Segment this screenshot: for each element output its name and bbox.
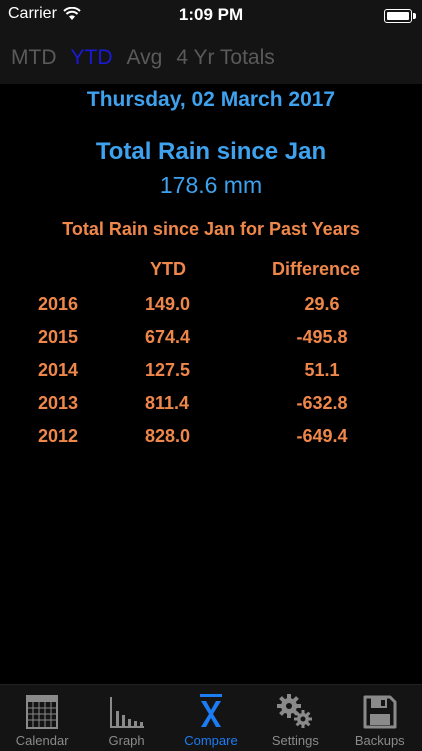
tab-graph[interactable]: Graph [85, 685, 169, 751]
row-difference: -495.8 [296, 327, 348, 347]
row-ytd: 828.0 [145, 426, 191, 446]
carrier-label: Carrier [8, 5, 57, 22]
battery-icon [384, 9, 416, 23]
wifi-icon [63, 7, 81, 20]
past-years-title: Total Rain since Jan for Past Years [62, 219, 360, 239]
tab-bar: Calendar Graph Compare [0, 684, 422, 751]
table-row: 2015 674.4 -495.8 [0, 327, 422, 355]
period-segments: MTD YTD Avg 4 Yr Totals [0, 32, 422, 84]
table-row: 2016 149.0 29.6 [0, 294, 422, 322]
table-row: 2012 828.0 -649.4 [0, 426, 422, 454]
row-difference: -649.4 [296, 426, 348, 446]
mean-x-bar-icon [199, 694, 222, 727]
row-ytd: 811.4 [145, 393, 190, 413]
row-difference: -632.8 [296, 393, 348, 413]
segment-ytd[interactable]: YTD [70, 46, 113, 69]
calendar-icon [26, 695, 59, 729]
row-difference: 51.1 [304, 360, 340, 380]
tab-backups[interactable]: Backups [338, 685, 422, 751]
status-bar: Carrier 1:09 PM [0, 0, 422, 32]
tab-label: Backups [354, 733, 405, 748]
segment-mtd[interactable]: MTD [11, 46, 57, 69]
row-year: 2014 [38, 360, 79, 380]
segment-4yr-totals[interactable]: 4 Yr Totals [176, 46, 275, 69]
status-time: 1:09 PM [178, 5, 244, 24]
row-year: 2013 [38, 393, 79, 413]
gears-icon [277, 694, 313, 728]
row-year: 2015 [38, 327, 79, 347]
tab-label: Compare [184, 733, 238, 748]
row-ytd: 674.4 [145, 327, 191, 347]
table-row: 2014 127.5 51.1 [0, 360, 422, 388]
column-header-ytd: YTD [150, 259, 186, 279]
tab-label: Calendar [15, 733, 69, 748]
total-rain-value: 178.6 mm [159, 172, 263, 198]
current-date: Thursday, 02 March 2017 [86, 88, 336, 111]
row-ytd: 127.5 [145, 360, 191, 380]
tab-label: Settings [271, 733, 319, 748]
row-year: 2012 [38, 426, 79, 446]
row-year: 2016 [38, 294, 79, 314]
tab-calendar[interactable]: Calendar [0, 685, 84, 751]
row-difference: 29.6 [304, 294, 340, 314]
bar-graph-icon [109, 697, 144, 728]
segment-avg[interactable]: Avg [126, 46, 163, 69]
total-rain-title: Total Rain since Jan [95, 138, 327, 165]
tab-settings[interactable]: Settings [253, 685, 337, 751]
tab-compare[interactable]: Compare [169, 685, 253, 751]
tab-label: Graph [108, 733, 145, 748]
row-ytd: 149.0 [145, 294, 191, 314]
carrier-group: Carrier [8, 5, 81, 23]
column-header-difference: Difference [272, 259, 361, 279]
floppy-disk-icon [363, 695, 397, 729]
table-row: 2013 811.4 -632.8 [0, 393, 422, 421]
